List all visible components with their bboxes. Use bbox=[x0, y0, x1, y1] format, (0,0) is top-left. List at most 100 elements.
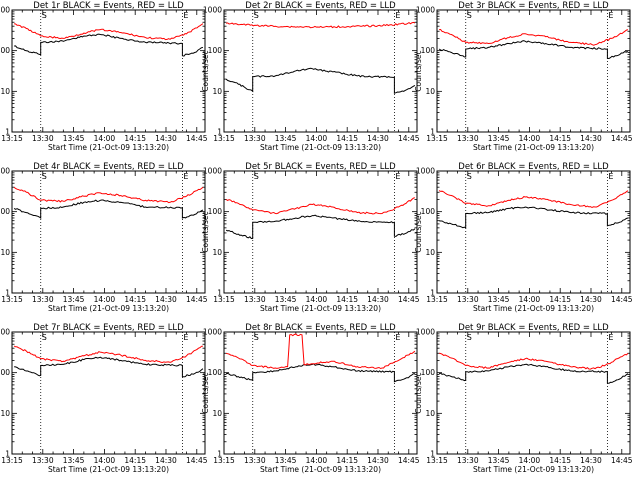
x-tick-label: 13:45 bbox=[488, 134, 510, 143]
x-tick-label: 14:00 bbox=[306, 456, 328, 465]
y-tick-label: 100 bbox=[421, 368, 436, 377]
plot-frame bbox=[436, 331, 631, 455]
y-tick-label: 1 bbox=[5, 289, 10, 298]
x-tick-label: 14:45 bbox=[186, 295, 208, 304]
x-tick-label: 13:30 bbox=[457, 295, 479, 304]
x-axis-label: Start Time (21-Oct-09 13:13:20) bbox=[473, 143, 594, 152]
x-tick-label: 14:00 bbox=[519, 456, 541, 465]
plot-frame bbox=[223, 331, 418, 455]
x-axis-label: Start Time (21-Oct-09 13:13:20) bbox=[473, 304, 594, 313]
x-tick-label: 14:30 bbox=[367, 295, 389, 304]
x-tick-label: 13:15 bbox=[213, 456, 235, 465]
x-tick-label: 14:30 bbox=[580, 456, 602, 465]
x-tick-label: 13:30 bbox=[244, 295, 266, 304]
x-tick-label: 14:15 bbox=[549, 295, 571, 304]
y-tick-label: 10 bbox=[425, 248, 435, 257]
panel-det-3: Det 3r BLACK = Events, RED = LLD 1 10 100 10… bbox=[414, 1, 633, 152]
end-marker-label: E bbox=[608, 172, 613, 181]
events-series-line bbox=[226, 363, 415, 383]
x-tick-label: 13:45 bbox=[275, 295, 297, 304]
y-tick-label: 1000 bbox=[0, 6, 10, 15]
end-marker-label: E bbox=[608, 11, 613, 20]
x-tick-label: 13:45 bbox=[63, 456, 85, 465]
y-axis-label: Counts/sec bbox=[201, 50, 210, 91]
x-tick-label: 14:00 bbox=[519, 295, 541, 304]
y-tick-label: 1 bbox=[430, 128, 435, 137]
lld-series-line bbox=[225, 333, 416, 370]
x-tick-label: 14:00 bbox=[94, 456, 116, 465]
events-series-line bbox=[14, 356, 204, 378]
x-axis-label: Start Time (21-Oct-09 13:13:20) bbox=[260, 465, 381, 474]
x-tick-label: 13:45 bbox=[63, 134, 85, 143]
x-tick-label: 14:15 bbox=[124, 134, 146, 143]
x-tick-label: 13:15 bbox=[1, 134, 23, 143]
y-tick-label: 10 bbox=[212, 248, 222, 257]
end-marker-label: E bbox=[395, 333, 400, 342]
start-marker-label: S bbox=[254, 333, 259, 342]
y-axis-label: Counts/sec bbox=[201, 211, 210, 252]
y-tick-label: 1 bbox=[430, 289, 435, 298]
x-tick-label: 14:00 bbox=[519, 134, 541, 143]
x-tick-label: 14:15 bbox=[124, 295, 146, 304]
x-axis-label: Start Time (21-Oct-09 13:13:20) bbox=[260, 304, 381, 313]
x-tick-label: 13:15 bbox=[426, 295, 448, 304]
panel-det-6: Det 6r BLACK = Events, RED = LLD 1 10 100 10… bbox=[414, 162, 633, 313]
panel-det-1: Det 1r BLACK = Events, RED = LLD 1 10 100 10… bbox=[0, 1, 208, 152]
panel-title: Det 6r BLACK = Events, RED = LLD bbox=[458, 162, 609, 172]
y-tick-label: 10 bbox=[0, 87, 10, 96]
lld-series-line bbox=[13, 186, 204, 204]
events-series-line bbox=[14, 33, 204, 57]
x-tick-label: 13:30 bbox=[244, 456, 266, 465]
end-marker-label: E bbox=[183, 172, 188, 181]
events-series-line bbox=[225, 67, 416, 94]
x-tick-label: 13:15 bbox=[426, 134, 448, 143]
y-tick-label: 1000 bbox=[203, 328, 222, 337]
y-axis-label: Counts/sec bbox=[414, 211, 423, 252]
events-series-line bbox=[438, 40, 629, 60]
start-marker-label: S bbox=[254, 11, 259, 20]
x-axis-label: Start Time (21-Oct-09 13:13:20) bbox=[260, 143, 381, 152]
y-tick-label: 1000 bbox=[0, 167, 10, 176]
y-tick-label: 1000 bbox=[203, 167, 222, 176]
end-marker-label: E bbox=[395, 11, 400, 20]
plot-frame bbox=[223, 9, 418, 133]
x-tick-label: 14:30 bbox=[155, 456, 177, 465]
x-tick-label: 14:00 bbox=[94, 134, 116, 143]
y-tick-label: 1 bbox=[5, 128, 10, 137]
start-marker-label: S bbox=[467, 11, 472, 20]
x-tick-label: 13:45 bbox=[488, 456, 510, 465]
lld-series-line bbox=[13, 345, 203, 364]
y-tick-label: 1 bbox=[5, 450, 10, 459]
panel-title: Det 4r BLACK = Events, RED = LLD bbox=[33, 162, 184, 172]
events-series-line bbox=[439, 206, 629, 229]
x-axis-label: Start Time (21-Oct-09 13:13:20) bbox=[48, 465, 169, 474]
y-axis-label: Counts/sec bbox=[201, 372, 210, 413]
x-tick-label: 13:15 bbox=[213, 295, 235, 304]
y-tick-label: 1 bbox=[217, 450, 222, 459]
lld-series-line bbox=[439, 28, 629, 46]
panel-title: Det 5r BLACK = Events, RED = LLD bbox=[245, 162, 396, 172]
x-tick-label: 14:45 bbox=[186, 134, 208, 143]
x-tick-label: 14:45 bbox=[186, 456, 208, 465]
start-marker-label: S bbox=[254, 172, 259, 181]
y-tick-label: 10 bbox=[0, 248, 10, 257]
x-tick-label: 14:45 bbox=[398, 295, 420, 304]
x-tick-label: 13:30 bbox=[32, 134, 54, 143]
x-axis-label: Start Time (21-Oct-09 13:13:20) bbox=[48, 143, 169, 152]
y-tick-label: 100 bbox=[208, 207, 223, 216]
end-marker-label: E bbox=[183, 11, 188, 20]
x-tick-label: 13:45 bbox=[275, 134, 297, 143]
panel-det-8: Det 8r BLACK = Events, RED = LLD 1 10 100 10… bbox=[201, 323, 420, 474]
lld-series-line bbox=[439, 352, 629, 370]
x-tick-label: 14:15 bbox=[336, 295, 358, 304]
start-marker-label: S bbox=[42, 11, 47, 20]
events-series-line bbox=[225, 214, 416, 240]
y-tick-label: 1 bbox=[217, 289, 222, 298]
x-tick-label: 14:45 bbox=[611, 134, 633, 143]
x-tick-label: 13:45 bbox=[275, 456, 297, 465]
plot-frame bbox=[11, 331, 206, 455]
x-tick-label: 14:00 bbox=[306, 295, 328, 304]
x-tick-label: 13:30 bbox=[32, 295, 54, 304]
events-series-line bbox=[438, 363, 629, 384]
